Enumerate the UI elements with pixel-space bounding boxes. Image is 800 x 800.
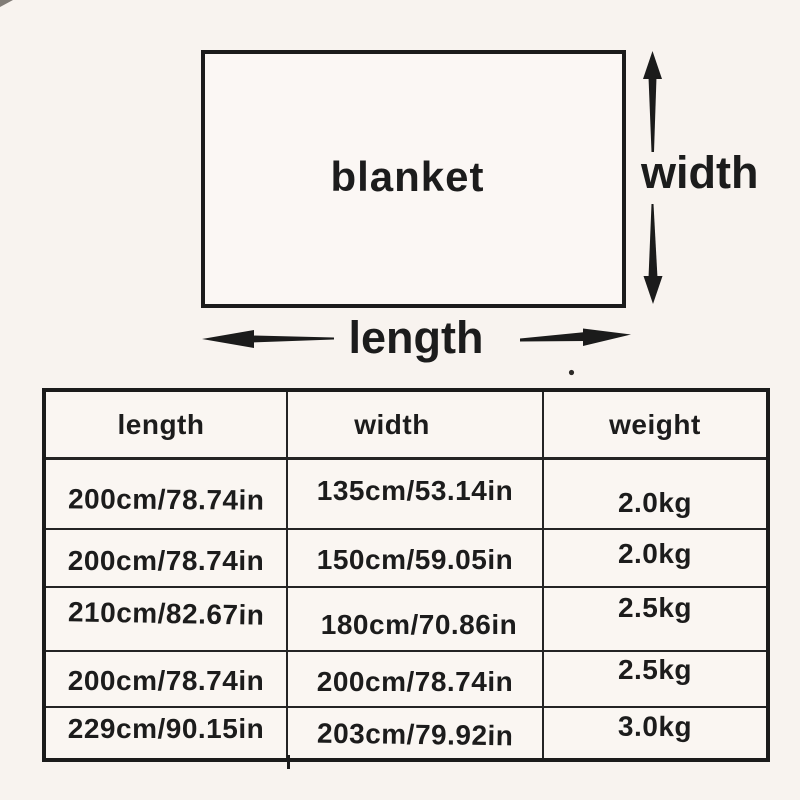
corner-smudge: [0, 0, 13, 7]
width-dimension-label: width: [641, 147, 759, 198]
table-row: 210cm/82.67in 180cm/70.86in 2.5kg: [43, 586, 769, 652]
speck-dot: [568, 369, 575, 376]
blanket-rectangle: blanket: [201, 50, 626, 308]
weight-value-cell: 2.0kg: [542, 528, 769, 588]
weight-value-cell: 3.0kg: [542, 706, 769, 761]
size-table: length width weight 200cm/78.74in 135cm/…: [42, 388, 770, 762]
length-right-arrow-icon: [520, 328, 631, 346]
length-value-cell: 210cm/82.67in: [43, 586, 288, 652]
width-value-cell: 200cm/78.74in: [286, 650, 544, 708]
column-header-width: width: [286, 389, 544, 460]
column-header-length: length: [43, 389, 288, 460]
weight-value-cell: 2.5kg: [542, 650, 769, 708]
table-row: 200cm/78.74in 200cm/78.74in 2.5kg: [43, 650, 769, 708]
length-dimension-label: length: [348, 312, 484, 363]
length-value-cell: 229cm/90.15in: [43, 706, 288, 761]
column-header-weight: weight: [542, 389, 769, 460]
width-value-cell: 150cm/59.05in: [286, 528, 544, 588]
weight-value-cell: 2.5kg: [542, 586, 769, 652]
length-value-cell: 200cm/78.74in: [43, 528, 288, 588]
length-value-cell: 200cm/78.74in: [43, 650, 288, 708]
weight-value-cell: 2.0kg: [542, 457, 769, 530]
width-value-cell: 203cm/79.92in: [286, 706, 544, 761]
blanket-label: blanket: [330, 153, 485, 200]
table-row: 200cm/78.74in 135cm/53.14in 2.0kg: [43, 457, 769, 530]
width-value-cell: 180cm/70.86in: [286, 586, 544, 652]
width-value-cell: 135cm/53.14in: [286, 457, 544, 530]
divider-tick-mark: [287, 755, 290, 769]
length-value-cell: 200cm/78.74in: [43, 457, 288, 530]
size-table-header-row: length width weight: [43, 389, 769, 460]
table-row: 200cm/78.74in 150cm/59.05in 2.0kg: [43, 528, 769, 588]
table-row: 229cm/90.15in 203cm/79.92in 3.0kg: [43, 706, 769, 761]
length-left-arrow-icon: [202, 330, 334, 348]
